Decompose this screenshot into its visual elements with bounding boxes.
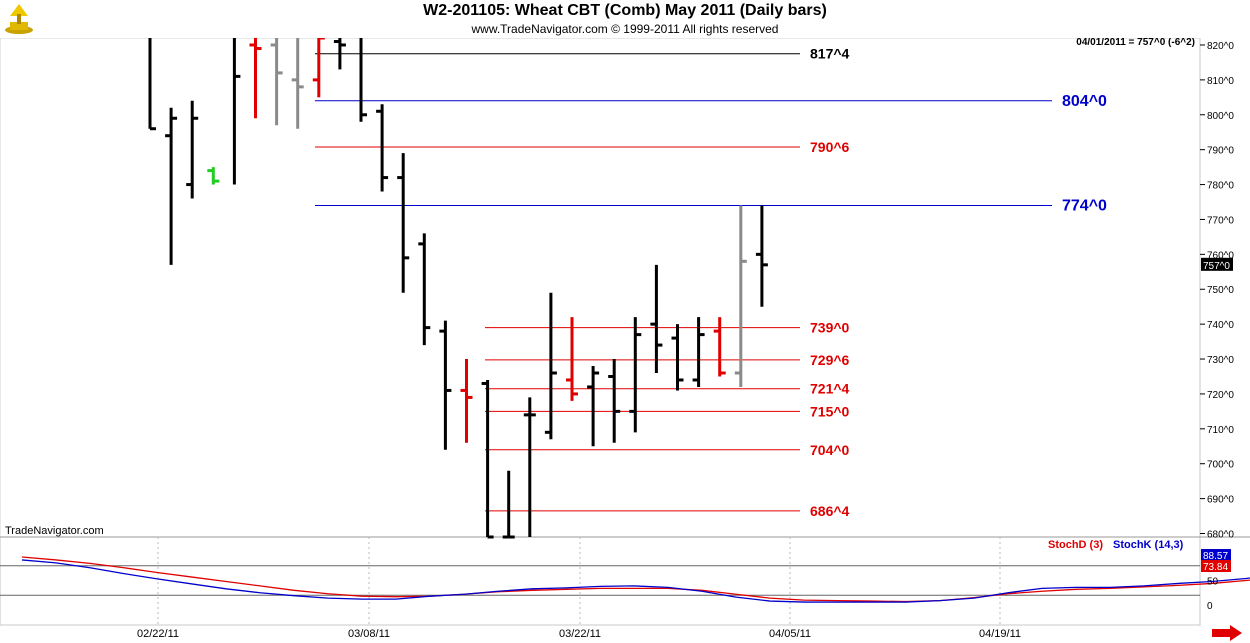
y-tick-label: 740^0 <box>1207 320 1234 331</box>
ohlc-bar[interactable] <box>418 233 431 346</box>
ohlc-bar[interactable] <box>481 379 494 539</box>
stochk-badge <box>1201 549 1231 561</box>
level-label: 715^0 <box>810 403 850 419</box>
ohlc-bar[interactable] <box>692 317 705 387</box>
level-label: 704^0 <box>810 442 850 458</box>
ohlc-bar[interactable] <box>671 324 684 391</box>
ohlc-bar[interactable] <box>312 36 325 98</box>
level-label: 790^6 <box>810 139 850 155</box>
ohlc-bar[interactable] <box>397 153 410 293</box>
ohlc-bar[interactable] <box>186 100 199 199</box>
scroll-right-arrow-icon[interactable] <box>1212 625 1242 641</box>
last-price-value: 757^0 <box>1203 261 1230 272</box>
last-price-badge <box>1201 257 1233 271</box>
ohlc-bar[interactable] <box>544 292 557 440</box>
level-label: 729^6 <box>810 352 850 368</box>
stochd-legend: StochD (3) <box>1048 539 1103 551</box>
ohlc-bar[interactable] <box>734 205 747 387</box>
level-label: 804^0 <box>1062 93 1107 110</box>
stochd-value: 73.84 <box>1203 562 1228 573</box>
ohlc-bar[interactable] <box>148 38 156 131</box>
ohlc-bar[interactable] <box>713 317 726 377</box>
ohlc-bar[interactable] <box>439 320 452 450</box>
ohlc-bar[interactable] <box>249 38 262 119</box>
ohlc-bar[interactable] <box>755 205 768 307</box>
level-label: 774^0 <box>1062 197 1107 214</box>
stochk-line <box>21 559 1250 603</box>
y-tick-label: 780^0 <box>1207 181 1234 192</box>
osc-y-tick-label: 0 <box>1207 601 1213 612</box>
x-tick-label: 02/22/11 <box>137 628 179 640</box>
level-label: 686^4 <box>810 503 850 519</box>
ohlc-bar[interactable] <box>232 38 241 185</box>
y-tick-label: 800^0 <box>1207 111 1234 122</box>
y-tick-label: 680^0 <box>1207 530 1234 541</box>
chart-header: W2-201105: Wheat CBT (Comb) May 2011 (Da… <box>0 0 1250 38</box>
ohlc-bar[interactable] <box>587 366 600 447</box>
stochk-legend: StochK (14,3) <box>1113 539 1184 551</box>
y-tick-label: 750^0 <box>1207 285 1234 296</box>
level-label: 739^0 <box>810 320 850 336</box>
ohlc-bar[interactable] <box>376 104 389 192</box>
y-tick-label: 720^0 <box>1207 390 1234 401</box>
ohlc-bar[interactable] <box>270 38 283 126</box>
logo-icon <box>5 4 33 34</box>
ohlc-bar[interactable] <box>207 167 220 185</box>
ohlc-bar[interactable] <box>502 470 515 539</box>
x-tick-label: 03/08/11 <box>348 628 390 640</box>
ohlc-bar[interactable] <box>359 38 367 122</box>
y-tick-label: 760^0 <box>1207 250 1234 261</box>
x-tick-label: 04/19/11 <box>979 628 1021 640</box>
ohlc-bar[interactable] <box>333 38 346 70</box>
y-tick-label: 690^0 <box>1207 495 1234 506</box>
chart-copyright: www.TradeNavigator.com © 1999-2011 All r… <box>471 22 779 36</box>
ohlc-bar[interactable] <box>291 38 304 129</box>
y-tick-label: 700^0 <box>1207 460 1234 471</box>
level-label: 721^4 <box>810 381 850 397</box>
y-tick-label: 790^0 <box>1207 146 1234 157</box>
ohlc-bar[interactable] <box>566 317 578 401</box>
y-tick-label: 810^0 <box>1207 76 1234 87</box>
stochd-line <box>21 556 1250 603</box>
ohlc-bar[interactable] <box>460 359 473 443</box>
x-tick-label: 04/05/11 <box>769 628 811 640</box>
y-tick-label: 770^0 <box>1207 215 1234 226</box>
chart-title: W2-201105: Wheat CBT (Comb) May 2011 (Da… <box>423 2 827 19</box>
last-quote: 04/01/2011 = 757^0 (-6^2) <box>1076 37 1195 48</box>
level-label: 817^4 <box>810 46 850 62</box>
y-tick-label: 710^0 <box>1207 425 1234 436</box>
ohlc-bar[interactable] <box>523 397 536 537</box>
osc-y-tick-label: 50 <box>1207 577 1219 588</box>
y-tick-label: 730^0 <box>1207 355 1234 366</box>
watermark: TradeNavigator.com <box>5 525 104 537</box>
ohlc-bar[interactable] <box>629 317 642 433</box>
stochk-value: 88.57 <box>1203 551 1228 562</box>
y-tick-label: 820^0 <box>1207 41 1234 52</box>
x-tick-label: 03/22/11 <box>559 628 601 640</box>
ohlc-bar[interactable] <box>608 359 621 443</box>
ohlc-bar[interactable] <box>165 107 178 265</box>
stochd-badge <box>1201 560 1231 572</box>
ohlc-bar[interactable] <box>650 264 663 373</box>
